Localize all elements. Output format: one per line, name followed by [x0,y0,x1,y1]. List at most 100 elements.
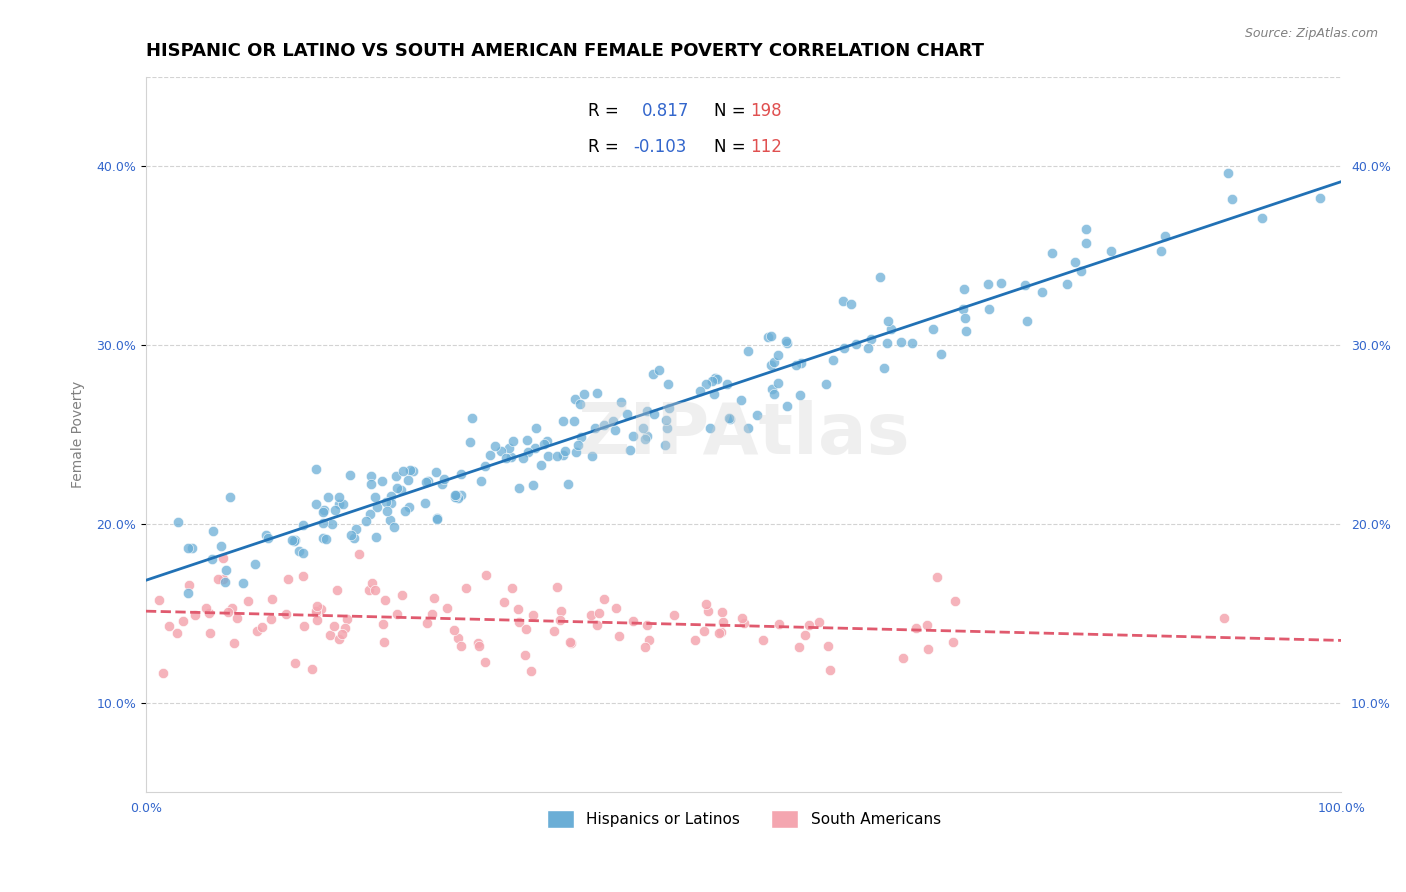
Point [922,322,945,336]
Point [371,617,394,632]
Point [775,334,797,348]
Point [461,411,484,425]
Point [583,421,606,435]
Point [689,384,711,398]
Point [315,532,337,546]
Point [523,442,546,456]
Point [283,657,305,671]
Point [1150,244,1173,258]
Point [818,663,841,677]
Point [260,591,283,606]
Point [396,474,419,488]
Point [260,612,283,626]
Point [426,511,449,525]
Point [323,619,346,633]
Point [880,321,903,335]
Point [291,518,314,533]
Point [148,592,170,607]
Point [1040,245,1063,260]
Point [301,662,323,676]
Point [588,606,610,620]
Point [602,414,624,428]
Point [574,387,596,401]
Point [1309,190,1331,204]
Point [364,490,387,504]
Point [631,420,654,434]
Point [543,624,565,639]
Point [413,496,436,510]
Point [807,615,830,630]
Point [814,377,837,392]
Point [752,632,775,647]
Point [785,359,807,373]
Point [364,530,387,544]
Point [474,568,496,582]
Point [730,393,752,408]
Point [695,598,717,612]
Point [955,324,977,338]
Point [636,429,658,443]
Point [581,449,603,463]
Point [232,575,254,590]
Point [512,451,534,466]
Point [177,578,200,592]
Point [789,388,811,402]
Point [655,421,678,435]
Point [794,628,817,642]
Point [877,314,900,328]
Point [925,570,948,584]
Point [710,625,733,640]
Point [567,438,589,452]
Point [444,490,467,504]
Point [605,423,627,437]
Point [1056,277,1078,291]
Point [1074,236,1097,251]
Point [558,635,581,649]
Point [418,474,440,488]
Point [1063,255,1085,269]
Point [221,600,243,615]
Point [385,481,408,495]
Point [276,607,298,622]
Point [703,387,725,401]
Point [382,520,405,534]
Point [522,608,544,623]
Point [357,583,380,598]
Point [323,503,346,517]
Point [891,650,914,665]
Point [384,469,406,483]
Point [423,591,446,605]
Point [446,491,468,505]
Point [198,625,221,640]
Point [380,489,402,503]
Point [761,383,783,397]
Point [623,429,645,443]
Point [844,336,866,351]
Point [502,434,524,449]
Point [704,371,727,385]
Point [364,583,387,598]
Point [377,504,399,518]
Point [305,497,328,511]
Point [641,368,664,382]
Point [537,449,560,463]
Point [420,607,443,621]
Point [202,524,225,538]
Point [177,541,200,555]
Point [495,451,517,466]
Text: -0.103: -0.103 [634,137,688,156]
Point [536,434,558,448]
Point [943,594,966,608]
Point [339,528,361,542]
Point [1099,244,1122,258]
Point [447,631,470,645]
Point [759,358,782,372]
Point [756,330,779,344]
Point [207,573,229,587]
Point [952,282,974,296]
Point [370,475,392,489]
Point [530,458,553,473]
Point [586,618,609,632]
Text: N =: N = [714,102,745,120]
Point [654,438,676,452]
